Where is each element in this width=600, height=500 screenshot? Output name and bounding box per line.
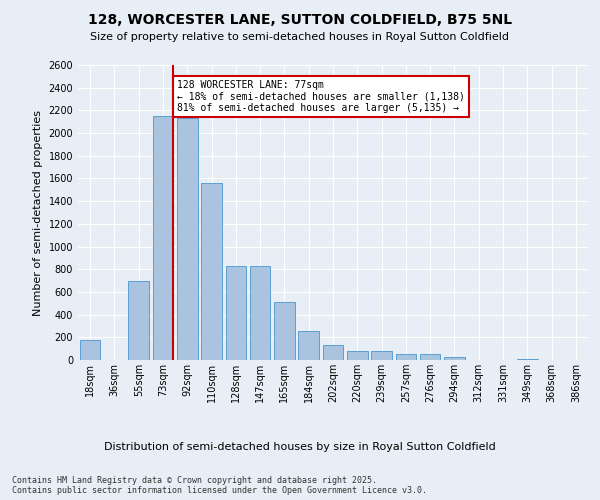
Bar (80, 340, 100, 360)
Bar (517, 359, 538, 360)
Text: Contains HM Land Registry data © Crown copyright and database right 2025.
Contai: Contains HM Land Registry data © Crown c… (12, 476, 427, 495)
Text: 128 WORCESTER LANE: 77sqm
← 18% of semi-detached houses are smaller (1,138)
81% : 128 WORCESTER LANE: 77sqm ← 18% of semi-… (177, 80, 465, 113)
Bar (347, 352, 368, 360)
Bar (298, 331, 319, 360)
Text: Distribution of semi-detached houses by size in Royal Sutton Coldfield: Distribution of semi-detached houses by … (104, 442, 496, 452)
Bar (152, 116, 173, 360)
Bar (177, 118, 197, 360)
Text: Size of property relative to semi-detached houses in Royal Sutton Coldfield: Size of property relative to semi-detach… (91, 32, 509, 42)
Bar (395, 354, 416, 360)
Bar (226, 266, 246, 360)
Bar (128, 280, 149, 360)
Bar (250, 266, 271, 360)
Y-axis label: Number of semi-detached properties: Number of semi-detached properties (33, 110, 43, 316)
Bar (420, 354, 440, 360)
Bar (323, 345, 343, 360)
Bar (444, 357, 465, 360)
Bar (274, 302, 295, 360)
Text: 128, WORCESTER LANE, SUTTON COLDFIELD, B75 5NL: 128, WORCESTER LANE, SUTTON COLDFIELD, B… (88, 12, 512, 26)
Bar (201, 183, 222, 360)
Bar (371, 352, 392, 360)
